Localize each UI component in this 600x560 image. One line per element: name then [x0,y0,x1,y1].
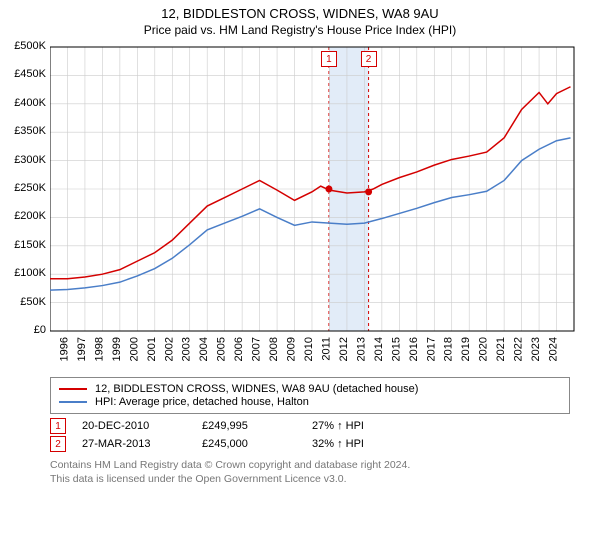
chart-subtitle: Price paid vs. HM Land Registry's House … [0,21,600,41]
svg-text:1995: 1995 [50,337,53,361]
y-tick-label: £500K [14,40,46,52]
svg-text:2003: 2003 [181,337,193,361]
annotation-pct: 32% ↑ HPI [312,438,412,450]
svg-text:2019: 2019 [460,337,472,361]
svg-text:2011: 2011 [320,337,332,361]
sale-annotation: 1 20-DEC-2010£249,99527% ↑ HPI [50,418,570,434]
legend: 12, BIDDLESTON CROSS, WIDNES, WA8 9AU (d… [50,377,570,414]
annotation-date: 20-DEC-2010 [82,420,202,432]
svg-text:2002: 2002 [163,337,175,361]
legend-label: HPI: Average price, detached house, Halt… [95,396,309,408]
y-tick-label: £0 [34,324,46,336]
svg-text:2000: 2000 [128,337,140,361]
y-tick-label: £250K [14,182,46,194]
annotation-price: £245,000 [202,438,312,450]
svg-text:2010: 2010 [303,337,315,361]
sale-marker-1: 1 [321,51,337,67]
legend-swatch [59,388,87,390]
legend-item: HPI: Average price, detached house, Halt… [59,396,561,408]
svg-text:2008: 2008 [268,337,280,361]
y-tick-label: £350K [14,125,46,137]
svg-text:2005: 2005 [216,337,228,361]
y-tick-label: £400K [14,97,46,109]
svg-text:2020: 2020 [478,337,490,361]
svg-text:1999: 1999 [111,337,123,361]
annotation-pct: 27% ↑ HPI [312,420,412,432]
footnote-line2: This data is licensed under the Open Gov… [50,473,347,485]
footnote-line1: Contains HM Land Registry data © Crown c… [50,459,410,471]
y-tick-label: £200K [14,210,46,222]
y-tick-label: £450K [14,68,46,80]
svg-text:2001: 2001 [146,337,158,361]
svg-text:2013: 2013 [355,337,367,361]
svg-text:2015: 2015 [390,337,402,361]
svg-text:2012: 2012 [338,337,350,361]
annotation-number: 1 [50,418,66,434]
annotation-price: £249,995 [202,420,312,432]
chart-title: 12, BIDDLESTON CROSS, WIDNES, WA8 9AU [0,0,600,21]
legend-label: 12, BIDDLESTON CROSS, WIDNES, WA8 9AU (d… [95,383,418,395]
svg-text:2016: 2016 [408,337,420,361]
svg-text:2024: 2024 [548,337,560,361]
svg-text:2022: 2022 [513,337,525,361]
footnote: Contains HM Land Registry data © Crown c… [50,458,570,486]
annotation-number: 2 [50,436,66,452]
sale-marker-2: 2 [361,51,377,67]
legend-swatch [59,401,87,403]
sale-annotation: 2 27-MAR-2013£245,00032% ↑ HPI [50,436,570,452]
svg-text:2014: 2014 [373,337,385,361]
svg-text:2023: 2023 [530,337,542,361]
price-chart: 1995 1996 1997 1998 1999 2000 2001 2002 2003 2004… [50,41,580,371]
svg-text:1998: 1998 [93,337,105,361]
svg-text:2006: 2006 [233,337,245,361]
svg-text:2017: 2017 [425,337,437,361]
svg-text:2021: 2021 [495,337,507,361]
y-tick-label: £100K [14,267,46,279]
svg-text:1997: 1997 [76,337,88,361]
annotation-date: 27-MAR-2013 [82,438,202,450]
y-tick-label: £300K [14,154,46,166]
svg-text:2007: 2007 [251,337,263,361]
y-tick-label: £150K [14,239,46,251]
svg-text:2004: 2004 [198,337,210,361]
y-tick-label: £50K [20,296,46,308]
legend-item: 12, BIDDLESTON CROSS, WIDNES, WA8 9AU (d… [59,383,561,395]
svg-text:1996: 1996 [58,337,70,361]
svg-text:2009: 2009 [286,337,298,361]
svg-text:2018: 2018 [443,337,455,361]
